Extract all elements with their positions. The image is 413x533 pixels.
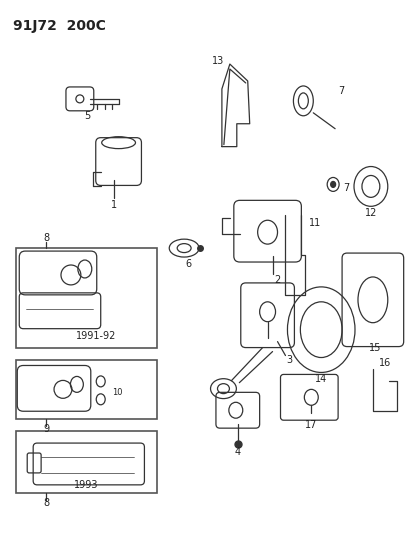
- Text: 8: 8: [43, 498, 49, 508]
- Text: 8: 8: [43, 233, 49, 243]
- Bar: [16, 248, 157, 348]
- Text: 13: 13: [211, 56, 223, 66]
- Text: 6: 6: [185, 259, 191, 269]
- Bar: [16, 360, 157, 419]
- Bar: [16, 431, 157, 493]
- Text: 7: 7: [337, 86, 343, 96]
- Text: 91J72  200C: 91J72 200C: [13, 19, 106, 33]
- Text: 2: 2: [274, 275, 280, 285]
- Text: 17: 17: [304, 420, 317, 430]
- Text: 16: 16: [378, 359, 390, 368]
- Text: 1993: 1993: [74, 480, 98, 490]
- Text: 1: 1: [110, 200, 116, 211]
- Text: 15: 15: [368, 343, 380, 352]
- Text: 4: 4: [234, 447, 240, 457]
- Text: 5: 5: [85, 111, 91, 121]
- Text: 12: 12: [364, 208, 376, 219]
- Text: 7: 7: [342, 183, 349, 193]
- Ellipse shape: [330, 181, 335, 188]
- Text: 11: 11: [309, 218, 321, 228]
- Text: 9: 9: [43, 424, 49, 434]
- Text: 14: 14: [314, 374, 327, 384]
- Text: 3: 3: [286, 354, 292, 365]
- Text: 1991-92: 1991-92: [76, 330, 116, 341]
- Text: 10: 10: [112, 388, 122, 397]
